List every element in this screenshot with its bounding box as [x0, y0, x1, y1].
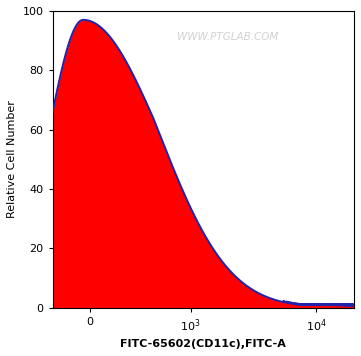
Y-axis label: Relative Cell Number: Relative Cell Number — [7, 100, 17, 218]
X-axis label: FITC-65602(CD11c),FITC-A: FITC-65602(CD11c),FITC-A — [120, 339, 286, 349]
Text: WWW.PTGLAB.COM: WWW.PTGLAB.COM — [177, 32, 278, 42]
